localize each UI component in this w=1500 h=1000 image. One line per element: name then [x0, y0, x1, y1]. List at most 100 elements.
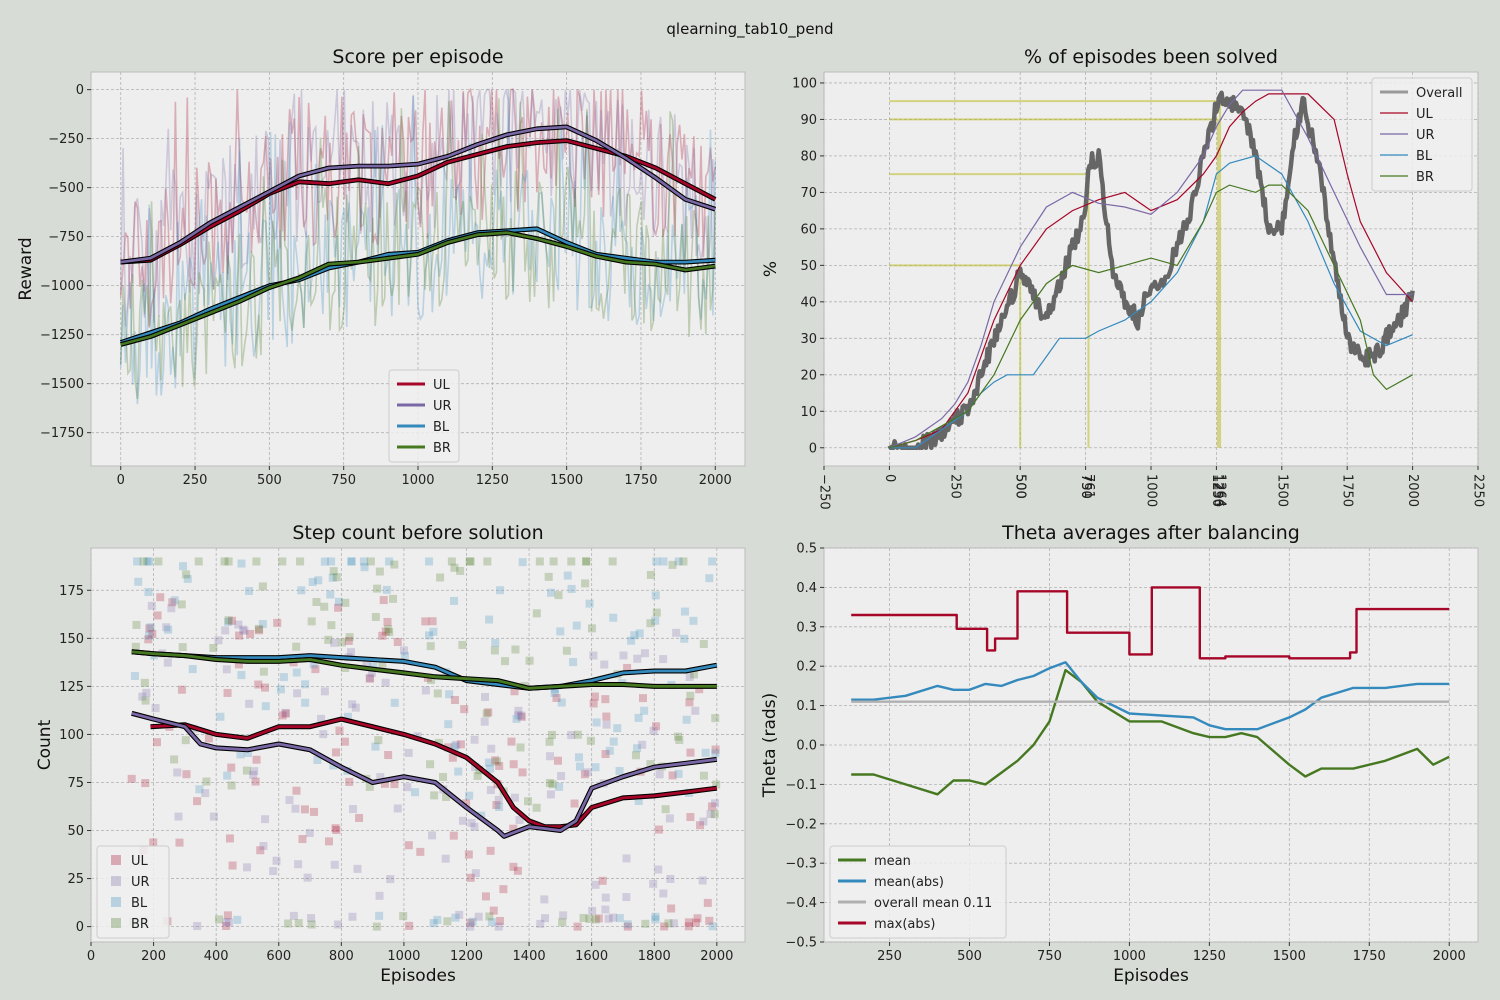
y-tick-label: 0.2: [796, 660, 817, 675]
scatter-point: [633, 744, 642, 753]
y-tick-label: −0.4: [785, 896, 817, 911]
scatter-point: [164, 625, 173, 634]
scatter-point: [516, 743, 525, 752]
scatter-point: [591, 880, 600, 889]
scatter-point: [582, 557, 591, 566]
scatter-point: [638, 740, 647, 749]
scatter-point: [168, 598, 177, 607]
scatter-point: [142, 688, 151, 697]
scatter-point: [510, 687, 519, 696]
legend: mean mean(abs) overall mean 0.11 max(abs): [829, 845, 1007, 939]
scatter-point: [518, 558, 527, 567]
scatter-point: [301, 698, 310, 707]
scatter-point: [580, 770, 589, 779]
scatter-point: [609, 737, 618, 746]
scatter-point: [512, 714, 521, 723]
scatter-point: [305, 828, 314, 837]
scatter-point: [545, 737, 554, 746]
scatter-point: [227, 781, 236, 790]
scatter-point: [416, 847, 425, 856]
gridlines: [823, 72, 1479, 466]
raw-trace-bl: [119, 89, 717, 405]
scatter-point: [388, 594, 397, 603]
scatter-point: [292, 786, 301, 795]
scatter-point: [598, 876, 607, 885]
scatter-point: [602, 720, 611, 729]
x-tick-label: 600: [266, 949, 291, 964]
scatter-point: [509, 862, 518, 871]
scatter-point: [600, 660, 609, 669]
x-tick-label: 400: [204, 949, 229, 964]
x-tick-label: 1750: [1353, 949, 1386, 964]
x-tick-label: 800: [329, 949, 354, 964]
scatter-point: [382, 585, 391, 594]
scatter-point: [183, 574, 192, 583]
x-tick-label: 1400: [513, 949, 546, 964]
x-tick-label: 0: [117, 473, 125, 488]
scatter-point: [195, 785, 204, 794]
scatter-point: [278, 557, 287, 566]
scatter-point: [686, 691, 695, 700]
scatter-point: [711, 745, 720, 754]
y-axis-label: Count: [35, 719, 55, 770]
gridlines: [90, 548, 745, 942]
scatter-point: [532, 803, 541, 812]
scatter-point: [193, 922, 202, 931]
x-tick-label: 250: [877, 949, 902, 964]
scatter-point: [330, 638, 339, 647]
scatter-point: [390, 698, 399, 707]
scatter-point: [337, 638, 346, 647]
scatter-point: [602, 712, 611, 721]
legend-box: [829, 845, 1007, 939]
scatter-point: [327, 557, 336, 566]
scatter-point: [686, 813, 695, 822]
scatter-point: [567, 584, 576, 593]
scatter-point: [655, 770, 664, 779]
y-tick-label: −250: [48, 132, 84, 147]
scatter-point: [309, 660, 318, 669]
scatter-point: [546, 790, 555, 799]
scatter-point: [517, 712, 526, 721]
scatter-point: [592, 718, 601, 727]
scatter-point: [141, 779, 150, 788]
scatter-point: [224, 918, 233, 927]
scatter-point: [525, 656, 534, 665]
scatter-point: [601, 695, 610, 704]
x-tick-label: 1000: [387, 949, 420, 964]
scatter-point: [569, 658, 578, 667]
scatter-point: [473, 771, 482, 780]
scatter-point: [470, 735, 479, 744]
series-line-bl: [889, 155, 1413, 449]
scatter-point: [556, 627, 565, 636]
scatter-point: [609, 913, 618, 922]
scatter-point: [345, 777, 354, 786]
scatter-point: [140, 678, 149, 687]
scatter-point: [204, 734, 213, 743]
scatter-point: [269, 867, 278, 876]
scatter-point: [289, 911, 298, 920]
x-tick-label: 1250: [476, 473, 509, 488]
x-tick-label: 250: [947, 474, 962, 499]
scatter-point: [509, 824, 518, 833]
scatter-point: [443, 917, 452, 926]
scatter-point: [426, 760, 435, 769]
scatter-point: [567, 731, 576, 740]
scatter-point: [699, 771, 708, 780]
scatter-point: [696, 821, 705, 830]
legend-label: BL: [1416, 149, 1433, 164]
scatter-point: [465, 791, 474, 800]
scatter-point: [427, 675, 436, 684]
scatter-point: [436, 573, 445, 582]
x-tick-label: 2000: [1433, 949, 1466, 964]
x-tick-label: 500: [1013, 474, 1028, 499]
scatter-point: [652, 722, 661, 731]
scatter-point: [581, 579, 590, 588]
scatter-point: [256, 846, 265, 855]
scatter-point: [383, 617, 392, 626]
scatter-point: [252, 557, 261, 566]
scatter-point: [145, 624, 154, 633]
scatter-point: [623, 663, 632, 672]
scatter-point: [294, 860, 303, 869]
scatter-point: [622, 854, 631, 863]
scatter-point: [514, 711, 523, 720]
